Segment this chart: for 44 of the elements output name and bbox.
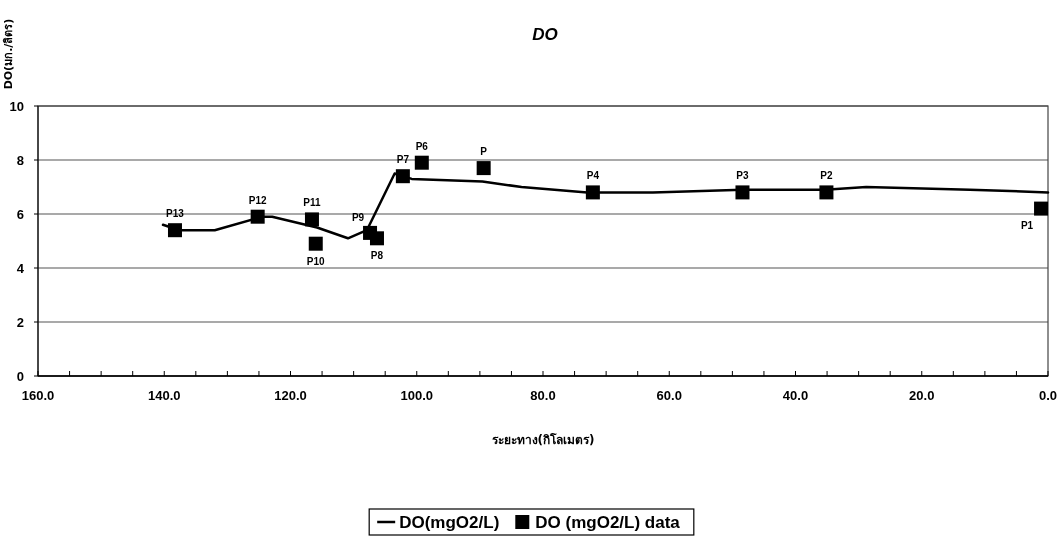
point xyxy=(414,155,429,170)
y-tick-label: 6 xyxy=(16,207,24,222)
point xyxy=(476,161,491,176)
x-tick-label: 80.0 xyxy=(530,388,556,403)
annotation: P4 xyxy=(586,170,600,182)
chart-title: DO xyxy=(532,25,558,44)
annotation: P xyxy=(480,146,488,158)
annotation: P12 xyxy=(248,194,268,206)
x-tick-label: 140.0 xyxy=(147,388,181,403)
legend-label: DO (mgO2/L) data xyxy=(535,513,681,532)
annotation: P11 xyxy=(303,197,322,209)
x-tick-label: 100.0 xyxy=(400,388,434,403)
point xyxy=(585,185,600,200)
x-axis-title: ระยะทาง(กิโลเมตร) xyxy=(491,432,595,447)
point xyxy=(250,209,265,224)
annotation: P6 xyxy=(415,140,429,152)
point xyxy=(735,185,750,200)
point xyxy=(395,169,410,184)
annotation: P3 xyxy=(736,170,750,182)
annotation: P13 xyxy=(166,208,185,220)
y-tick-label: 0 xyxy=(16,369,24,384)
y-tick-label: 8 xyxy=(16,153,24,168)
legend-label: DO(mgO2/L) xyxy=(399,513,500,532)
annotation: P1 xyxy=(1020,219,1034,231)
annotation: P2 xyxy=(820,170,833,182)
y-tick-label: 10 xyxy=(9,99,24,114)
x-tick-label: 0.0 xyxy=(1038,388,1058,403)
annotation: P9 xyxy=(351,211,365,223)
point xyxy=(1034,201,1049,216)
point xyxy=(819,185,834,200)
point xyxy=(308,236,323,251)
annotation: P7 xyxy=(396,154,410,166)
x-tick-label: 160.0 xyxy=(21,388,55,403)
x-tick-label: 40.0 xyxy=(782,388,809,403)
x-tick-label: 20.0 xyxy=(909,388,935,403)
x-tick-label: 120.0 xyxy=(274,388,307,403)
annotation: P10 xyxy=(306,255,326,267)
point xyxy=(167,223,182,238)
y-tick-label: 4 xyxy=(16,261,25,276)
y-tick-label: 2 xyxy=(16,315,24,330)
annotation: P8 xyxy=(370,250,384,262)
y-axis-title: DO(มก./ลิตร) xyxy=(2,18,15,90)
x-tick-label: 60.0 xyxy=(656,388,682,403)
point xyxy=(304,212,319,227)
